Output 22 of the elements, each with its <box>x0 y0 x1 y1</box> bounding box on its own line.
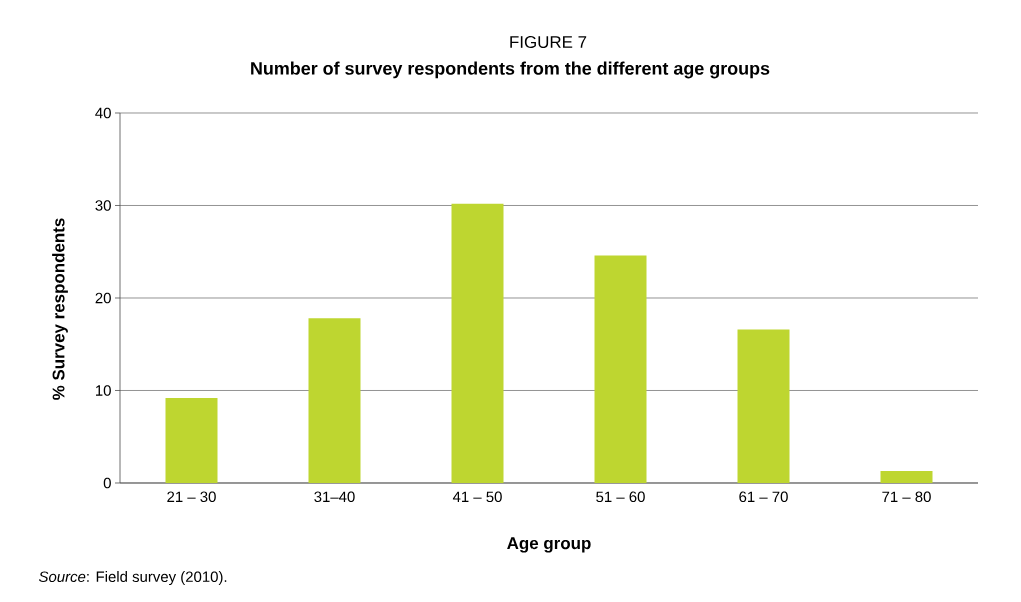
y-axis-title: % Survey respondents <box>52 218 68 400</box>
y-tick-label: 10 <box>96 385 111 396</box>
bar <box>594 255 647 483</box>
x-tick-label: 41 – 50 <box>452 491 502 503</box>
bar <box>308 318 361 483</box>
x-tick-label: 61 – 70 <box>739 491 788 503</box>
y-tick-label: 40 <box>95 107 111 119</box>
bar <box>880 470 933 483</box>
x-axis-title: Age group <box>507 537 591 553</box>
bar <box>737 329 790 483</box>
x-tick-label: 31–40 <box>314 491 355 503</box>
chart-title: FIGURE 7 <box>510 35 587 48</box>
y-tick-label: 30 <box>95 200 111 211</box>
y-tick-label: 20 <box>95 292 111 304</box>
x-tick-label: 21 – 30 <box>167 491 216 503</box>
bar <box>451 203 504 483</box>
chart-subtitle: Number of survey respondents from the different age groups <box>251 61 770 79</box>
bar <box>165 397 218 483</box>
x-tick-label: 71 – 80 <box>882 491 931 503</box>
x-tick-label: 51 – 60 <box>596 491 645 503</box>
y-tick-label: 0 <box>103 477 111 489</box>
text: Source: Field survey (2010). <box>38 571 227 585</box>
